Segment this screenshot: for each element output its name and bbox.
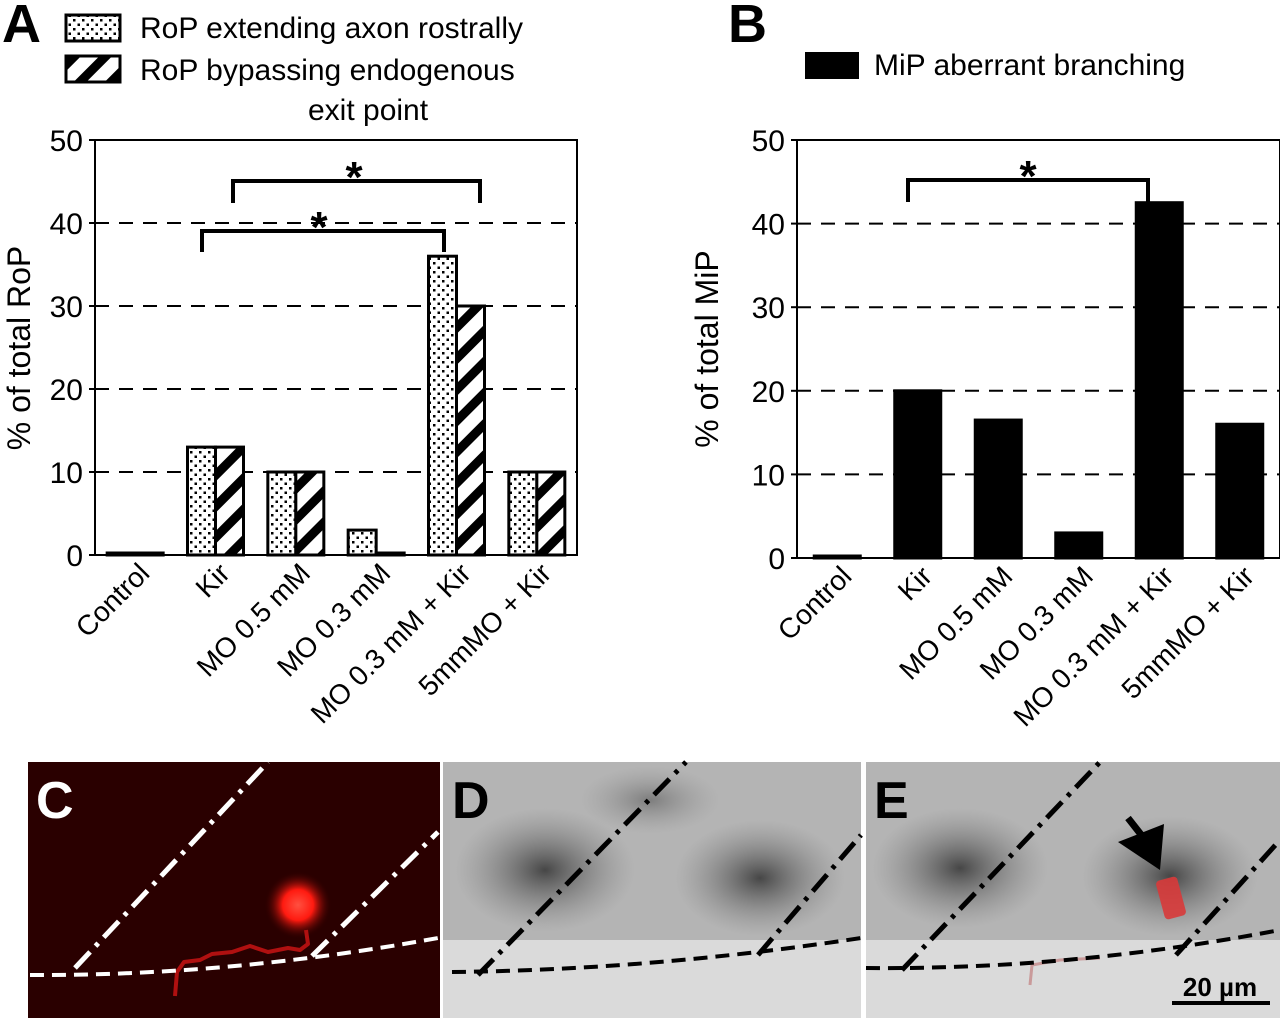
y-tick-label: 10 [50, 457, 83, 490]
panel-letter-e: E [874, 772, 909, 830]
panel-letter-b: B [728, 0, 767, 54]
dash-dot-boundary-right-e [1174, 838, 1280, 957]
legend-swatch-dotted [64, 13, 122, 43]
panel-letter-d: D [452, 772, 490, 830]
bar [973, 418, 1023, 560]
panel-letter-c: C [36, 772, 74, 830]
legend-swatch-striped [64, 54, 122, 84]
y-tick-label: 40 [50, 208, 83, 241]
dash-dot-boundary-left-e [900, 760, 1102, 972]
significance-star-a-lower: * [310, 203, 328, 252]
legend-label-bypassing-line1: RoP bypassing endogenous [140, 54, 515, 87]
plot-frame-a [94, 139, 578, 556]
y-tick-label: 50 [50, 125, 83, 158]
legend-label-bypassing-line2: exit point [308, 94, 429, 127]
bar [1215, 422, 1265, 560]
y-tick-label: 50 [752, 125, 785, 158]
bar [186, 445, 217, 557]
panel-letter-a: A [2, 0, 41, 54]
panel-e-overlay-image: 20 µm E [865, 760, 1280, 1018]
y-tick-label: 0 [768, 543, 785, 576]
y-tick-label: 20 [752, 376, 785, 409]
black-arrow-icon [1118, 815, 1164, 870]
labeled-neuron-overlay [1156, 876, 1186, 920]
category-label: Kir [892, 560, 938, 606]
legend-label-bypassing: RoP bypassing endogenous exit point [140, 54, 523, 127]
bars-b [812, 201, 1265, 560]
bar [266, 470, 298, 557]
legend-label-extending: RoP extending axon rostrally [140, 12, 523, 45]
category-label: Kir [190, 557, 236, 603]
y-tick-label: 40 [752, 209, 785, 242]
significance-bracket-a-upper [231, 179, 482, 203]
dashed-boundary-horizontal [29, 936, 439, 978]
labeled-neuron-soma [264, 871, 332, 939]
significance-bracket-a-lower [200, 229, 446, 252]
y-tick-label: 10 [752, 459, 785, 492]
dashed-boundary-horizontal-d [451, 936, 862, 974]
dash-dot-boundary-right-d [756, 833, 863, 957]
panel-d-brightfield-image: D [443, 760, 863, 1018]
scale-bar-label: 20 µm [1183, 972, 1257, 1002]
labeled-axon [173, 929, 310, 997]
bar [133, 551, 165, 557]
bar [535, 470, 567, 557]
y-axis-label-b: % of total MiP [689, 250, 725, 447]
y-tick-labels-a: 0 10 20 30 40 50 [50, 125, 95, 573]
bar [374, 551, 406, 557]
brightfield-lower-band [443, 940, 861, 1018]
plot-frame-b [796, 139, 1280, 559]
y-tick-label: 30 [50, 291, 83, 324]
dash-dot-boundary-left-d [476, 760, 688, 977]
bar [105, 551, 137, 557]
significance-star-b: * [1019, 152, 1037, 201]
legend-swatch-solid [805, 52, 859, 79]
bar [1054, 531, 1104, 560]
tissue-cluster-top [580, 766, 720, 834]
tissue-cluster-left-e [872, 808, 1048, 928]
bar [346, 528, 378, 557]
bar [893, 389, 943, 560]
dash-dot-boundary-right [310, 830, 440, 958]
panel-c-fluorescence-image: C [28, 760, 440, 1018]
significance-bracket-b [906, 178, 1150, 202]
significance-star-a-upper: * [345, 153, 363, 202]
gridlines-a [95, 222, 577, 473]
bar [214, 445, 245, 557]
y-axis-label-a: % of total RoP [1, 246, 37, 451]
y-tick-labels-b: 0 10 20 30 40 50 [752, 125, 797, 576]
y-tick-label: 30 [752, 292, 785, 325]
bar [455, 304, 486, 557]
legend-label-aberrant: MiP aberrant branching [874, 49, 1185, 82]
gridlines-b [797, 222, 1280, 476]
tissue-cluster-left [455, 808, 635, 932]
tissue-cluster-right [675, 820, 845, 936]
bar [1134, 201, 1184, 560]
dashed-boundary-horizontal-e [865, 928, 1280, 971]
bar [427, 254, 458, 557]
bar [812, 554, 862, 560]
y-tick-label: 0 [66, 540, 83, 573]
panel-a-bar-chart: A RoP extending axon rostrally RoP bypas… [1, 0, 578, 729]
y-tick-label: 20 [50, 374, 83, 407]
bar [507, 470, 539, 557]
panel-b-bar-chart: B MiP aberrant branching 0 10 20 30 40 50 % o… [689, 0, 1280, 732]
bar [294, 470, 326, 557]
bars-a [105, 254, 567, 557]
dash-dot-boundary-left [73, 760, 270, 970]
